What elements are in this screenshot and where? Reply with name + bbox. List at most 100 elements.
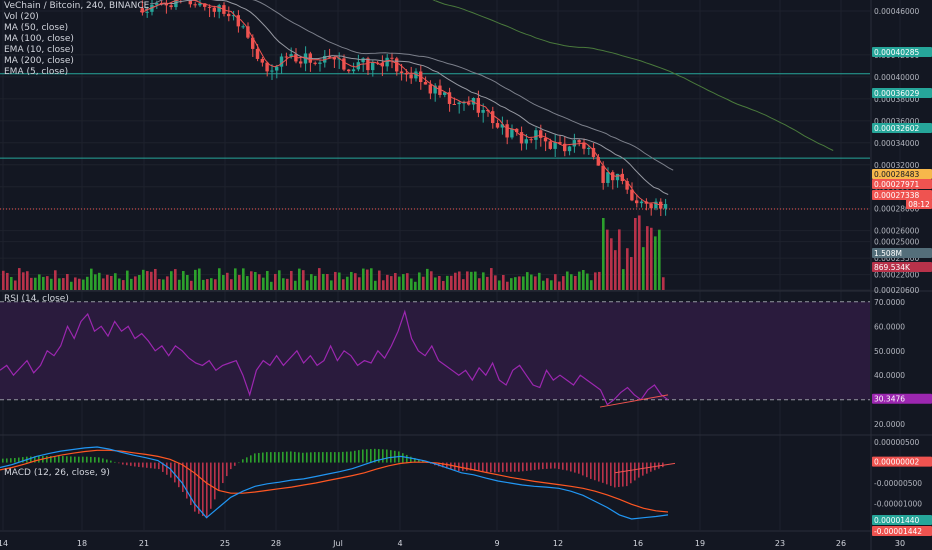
volume-bar (518, 276, 521, 290)
legend-ma100[interactable]: MA (100, close) (4, 34, 74, 44)
price-label-bg (872, 123, 932, 133)
macd-histogram-bar (438, 462, 440, 467)
candle (428, 84, 432, 94)
volume-bar (438, 275, 441, 290)
volume-bar (498, 280, 501, 290)
legend-ma50[interactable]: MA (50, close) (4, 23, 69, 33)
volume-bar (162, 279, 165, 290)
macd-title[interactable]: MACD (12, 26, close, 9) (4, 468, 110, 478)
volume-bar (450, 275, 453, 290)
x-tick-label: 28 (271, 539, 281, 548)
candle (529, 139, 533, 141)
macd-histogram-bar (86, 456, 88, 463)
macd-histogram-bar (66, 456, 68, 463)
legend-ema5[interactable]: EMA (5, close) (4, 67, 69, 77)
legend-ema10[interactable]: EMA (10, close) (4, 45, 74, 55)
macd-histogram-bar (222, 462, 224, 484)
macd-histogram-bar (78, 456, 80, 463)
macd-histogram-bar (198, 462, 200, 514)
candle (639, 201, 644, 204)
macd-histogram-bar (582, 462, 584, 476)
macd-histogram-bar (58, 456, 60, 463)
volume-bar (642, 247, 645, 290)
macd-histogram-bar (626, 462, 628, 487)
rsi-value-label: 30.3476 (874, 395, 905, 404)
volume-bar (298, 268, 301, 290)
macd-histogram-bar (346, 451, 348, 463)
volume-bar (598, 271, 601, 290)
macd-histogram-bar (510, 462, 512, 472)
macd-histogram-bar (298, 452, 300, 463)
ma50-line (144, 0, 669, 195)
volume-bar (606, 229, 609, 290)
macd-histogram-bar (374, 448, 376, 463)
candle (404, 72, 408, 75)
macd-histogram-bar (606, 462, 608, 485)
macd-histogram-bar (590, 462, 592, 479)
candle (524, 139, 528, 144)
macd-histogram-bar (410, 456, 412, 463)
x-tick-label: 4 (397, 539, 402, 548)
macd-histogram-bar (282, 451, 284, 463)
candle (462, 102, 466, 104)
macd-value-label: 0.00001440 (874, 516, 920, 525)
candle (385, 57, 389, 67)
candle (481, 109, 485, 113)
legend-ma200[interactable]: MA (200, close) (4, 56, 74, 66)
macd-histogram-bar (186, 462, 188, 499)
macd-histogram-bar (134, 462, 136, 467)
volume-bar (26, 271, 29, 290)
volume-bar (42, 276, 45, 290)
macd-histogram-bar (62, 456, 64, 463)
volume-bar (622, 269, 625, 290)
macd-histogram-bar (362, 449, 364, 463)
symbol-title[interactable]: VeChain / Bitcoin, 240, BINANCE (4, 1, 150, 11)
volume-bar (130, 278, 133, 290)
candle (265, 62, 269, 72)
volume-bar (342, 279, 345, 290)
candle (395, 58, 399, 72)
legend-vol[interactable]: Vol (20) (4, 12, 39, 22)
macd-histogram-bar (238, 462, 240, 464)
rsi-title[interactable]: RSI (14, close) (4, 294, 69, 304)
volume-bar (550, 280, 553, 290)
candle (241, 26, 245, 28)
candle (563, 143, 567, 152)
volume-bar (174, 269, 177, 290)
volume-bar (30, 277, 33, 290)
volume-bar (290, 270, 293, 290)
volume-bar (18, 268, 21, 290)
candle (299, 61, 303, 64)
macd-histogram-bar (486, 462, 488, 472)
candle (596, 157, 600, 166)
macd-histogram-bar (102, 458, 104, 463)
macd-tick-label: -0.00000500 (874, 479, 922, 488)
rsi-tick-label: 20.0000 (874, 420, 905, 429)
volume-bar (146, 271, 149, 290)
volume-bar (382, 280, 385, 290)
volume-bar (506, 281, 509, 290)
macd-tick-label: -0.00001000 (874, 499, 922, 508)
volume-bar (190, 280, 193, 290)
volume-bar (406, 273, 409, 290)
macd-histogram-bar (518, 462, 520, 472)
volume-bar (654, 236, 657, 290)
candle (284, 56, 288, 58)
price-label-bg (872, 47, 932, 57)
macd-histogram-bar (542, 462, 544, 470)
macd-histogram-bar (314, 452, 316, 463)
volume-bar (570, 274, 573, 290)
candle (145, 11, 149, 13)
x-tick-label: 9 (494, 539, 499, 548)
volume-bar (386, 274, 389, 290)
macd-histogram-bar (634, 462, 636, 481)
macd-histogram-bar (586, 462, 588, 478)
volume-bar (46, 276, 49, 290)
macd-histogram-bar (182, 462, 184, 492)
volume-bar (270, 281, 273, 290)
volume-bar (178, 279, 181, 290)
x-tick-label: Jul (332, 539, 343, 548)
macd-histogram-bar (30, 456, 32, 463)
macd-histogram-bar (354, 450, 356, 463)
